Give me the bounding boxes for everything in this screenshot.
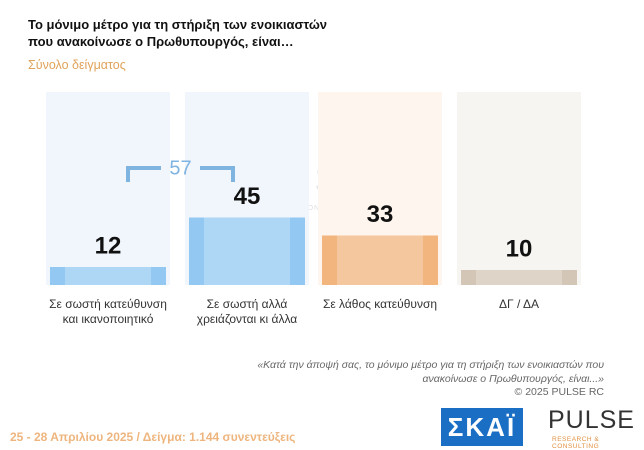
value-label: 12 bbox=[95, 232, 122, 259]
value-label: 10 bbox=[506, 235, 533, 262]
bar bbox=[50, 267, 166, 285]
bracket bbox=[126, 166, 235, 182]
chart-title: Το μόνιμο μέτρο για τη στήριξη των ενοικ… bbox=[28, 17, 328, 49]
subtitle: Σύνολο δείγματος bbox=[28, 58, 126, 72]
bar-highlight bbox=[337, 235, 423, 285]
note: «Κατά την άποψή σας, το μόνιμο μέτρο για… bbox=[257, 359, 604, 385]
copyright: © 2025 PULSE RC bbox=[514, 386, 604, 398]
logo-pulse: PULSE bbox=[548, 406, 635, 434]
logo-skai: ΣΚΑΪ bbox=[441, 408, 523, 446]
category-label: Σε σωστή αλλά χρειάζονται κι άλλα bbox=[196, 297, 298, 326]
category-label: Σε λάθος κατεύθυνση bbox=[322, 297, 438, 311]
bar-highlight bbox=[65, 267, 151, 285]
bracket-label: 57 bbox=[169, 157, 191, 179]
value-label: 33 bbox=[367, 201, 394, 228]
logo-pulse-sub: RESEARCH & CONSULTING bbox=[552, 436, 600, 450]
value-label: 45 bbox=[234, 183, 261, 210]
bar bbox=[322, 235, 438, 285]
category-label: ΔΓ / ΔΑ bbox=[499, 297, 539, 311]
bar-highlight bbox=[476, 270, 562, 285]
column-bg bbox=[457, 92, 581, 285]
column-bg bbox=[46, 92, 170, 285]
bar-highlight bbox=[204, 217, 290, 285]
footer: 25 - 28 Απριλίου 2025 / Δείγμα: 1.144 συ… bbox=[10, 430, 296, 444]
bar bbox=[189, 217, 305, 285]
category-label: Σε σωστή κατεύθυνση και ικανοποιητικό bbox=[49, 297, 167, 326]
bar bbox=[461, 270, 577, 285]
